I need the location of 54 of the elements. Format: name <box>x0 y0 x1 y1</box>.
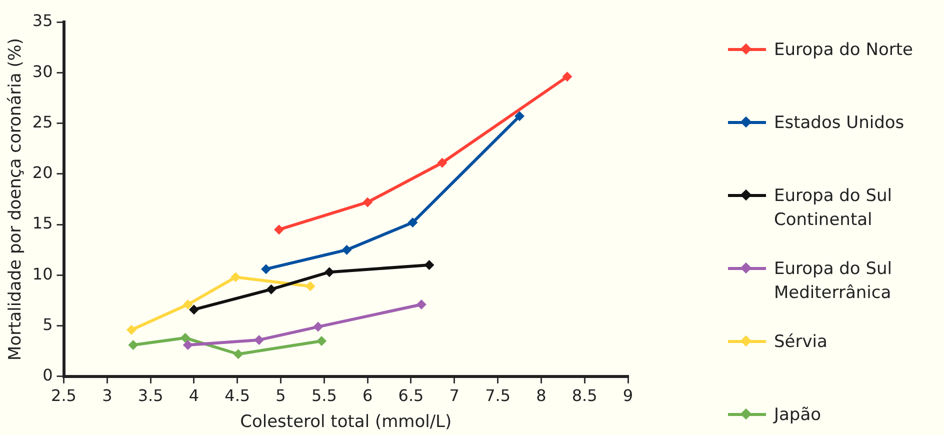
legend-label: Estados Unidos <box>774 112 906 135</box>
y-tick-label: 0 <box>42 366 53 385</box>
point <box>313 322 324 332</box>
legend-label: Europa do Sul Mediterrânica <box>774 258 894 305</box>
legend-label: Sérvia <box>774 331 828 354</box>
x-tick-label: 2.5 <box>51 386 76 406</box>
x-tick-label: 5.5 <box>311 386 337 406</box>
legend-label: Europa do Sul Continental <box>774 185 894 232</box>
y-tick-label: 10 <box>32 264 53 284</box>
legend-label: Japão <box>774 404 822 427</box>
point <box>188 304 199 315</box>
x-tick-label: 9 <box>622 386 634 406</box>
x-tick-label: 5 <box>276 386 286 406</box>
point <box>261 264 272 274</box>
point <box>316 336 327 346</box>
point <box>274 224 284 235</box>
y-tick-label: 30 <box>32 62 53 81</box>
y-tick-label: 15 <box>32 214 53 233</box>
x-tick-label: 6 <box>362 386 373 406</box>
point <box>305 281 316 292</box>
y-tick-label: 35 <box>32 11 53 30</box>
x-tick-label: 3.5 <box>138 386 164 406</box>
y-axis-title: Mortalidade por doença coronária (%) <box>6 38 26 360</box>
x-tick-label: 8 <box>536 386 546 406</box>
x-axis-title: Colesterol total (mmol/L) <box>240 412 452 432</box>
point <box>126 324 136 335</box>
legend-label: Europa do Norte <box>774 39 914 62</box>
point <box>182 340 193 350</box>
point <box>180 332 190 343</box>
point <box>266 284 276 294</box>
point <box>562 72 572 82</box>
point <box>324 267 334 278</box>
point <box>342 244 352 255</box>
x-tick-label: 7 <box>449 386 460 406</box>
x-tick-label: 4.5 <box>224 386 250 406</box>
x-tick-label: 8.5 <box>572 386 598 406</box>
x-tick-label: 3 <box>102 386 112 406</box>
point <box>437 158 448 168</box>
y-tick-label: 25 <box>32 112 53 132</box>
point <box>416 300 426 310</box>
point <box>254 334 264 345</box>
y-tick-label: 5 <box>42 314 53 334</box>
y-tick-label: 20 <box>32 163 53 182</box>
x-tick-label: 7.5 <box>485 386 511 406</box>
point <box>233 349 244 360</box>
x-tick-label: 6.5 <box>398 386 424 406</box>
point <box>230 272 241 282</box>
point <box>514 111 524 122</box>
point <box>408 217 418 228</box>
point <box>362 197 373 208</box>
point <box>424 260 434 270</box>
x-tick-label: 4 <box>188 386 200 406</box>
point <box>182 300 193 310</box>
point <box>128 340 138 350</box>
